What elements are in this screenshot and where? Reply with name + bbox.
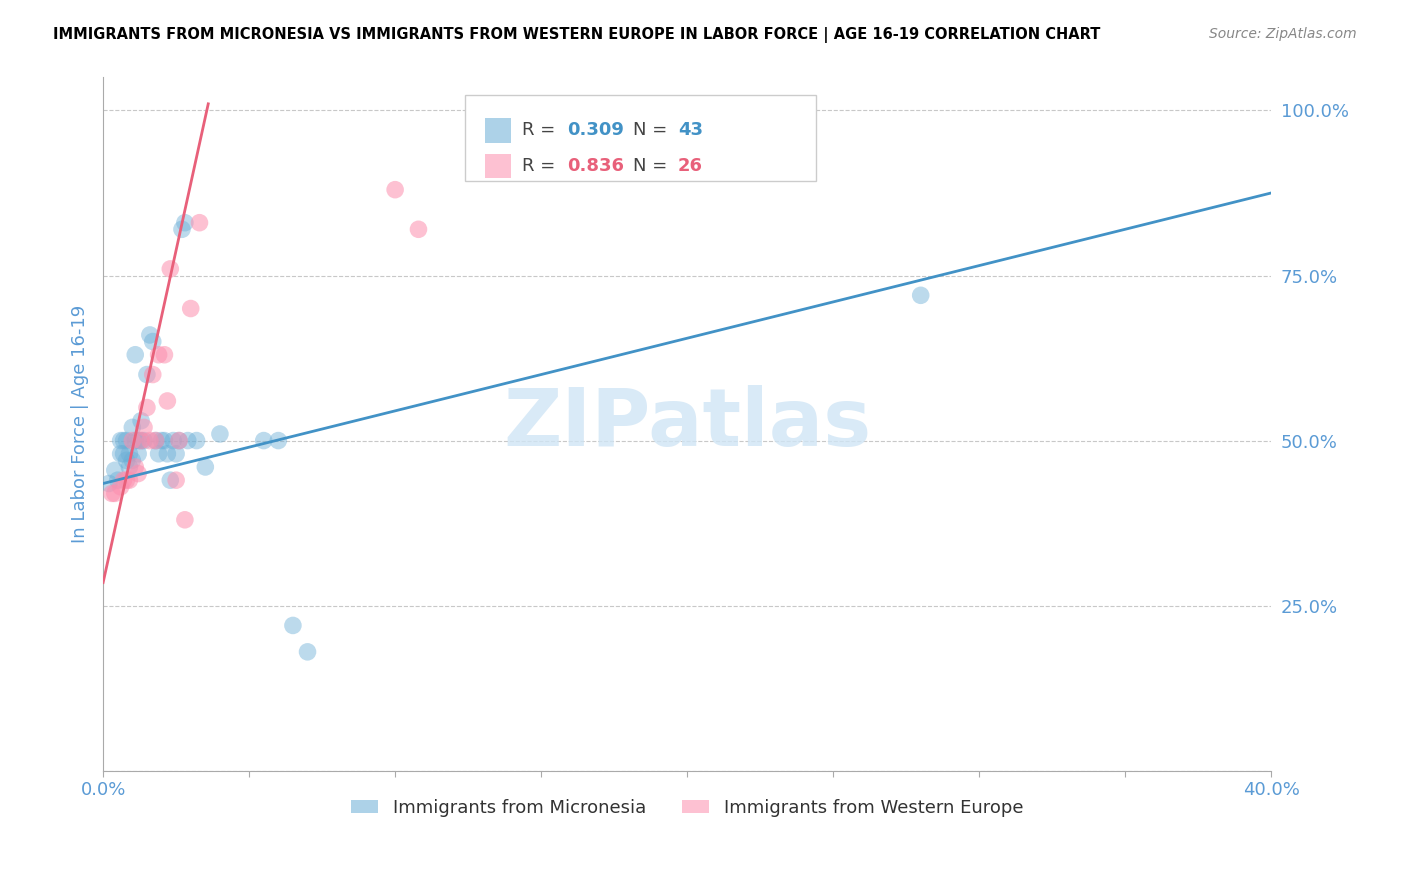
Point: [136, 368, 159, 382]
Point: [177, 434, 200, 448]
Point: [112, 473, 135, 487]
Point: [115, 434, 138, 448]
Point: [115, 453, 138, 467]
Point: [145, 434, 167, 448]
Text: N =: N =: [633, 121, 673, 139]
Point: [180, 301, 202, 316]
Point: [148, 348, 170, 362]
Point: [118, 447, 141, 461]
Point: [110, 447, 132, 461]
Text: IMMIGRANTS FROM MICRONESIA VS IMMIGRANTS FROM WESTERN EUROPE IN LABOR FORCE | AG: IMMIGRANTS FROM MICRONESIA VS IMMIGRANTS…: [53, 27, 1101, 43]
Legend: Immigrants from Micronesia, Immigrants from Western Europe: Immigrants from Micronesia, Immigrants f…: [344, 791, 1031, 824]
Point: [267, 434, 290, 448]
Point: [127, 434, 149, 448]
Point: [129, 434, 152, 448]
Point: [156, 394, 179, 409]
Point: [110, 480, 132, 494]
Point: [186, 434, 208, 448]
Point: [167, 434, 190, 448]
Text: N =: N =: [633, 157, 673, 175]
Point: [167, 434, 190, 448]
Point: [188, 216, 211, 230]
Point: [112, 434, 135, 448]
Text: 0.836: 0.836: [567, 157, 624, 175]
Point: [159, 261, 181, 276]
FancyBboxPatch shape: [485, 118, 510, 143]
Point: [153, 348, 176, 362]
Point: [910, 288, 932, 302]
Point: [129, 434, 152, 448]
Point: [153, 434, 176, 448]
Point: [112, 447, 135, 461]
Point: [98, 476, 121, 491]
Point: [159, 473, 181, 487]
Point: [173, 216, 195, 230]
Text: 26: 26: [678, 157, 703, 175]
Point: [194, 460, 217, 475]
Point: [124, 348, 146, 362]
Point: [139, 327, 162, 342]
Point: [115, 473, 138, 487]
Point: [173, 513, 195, 527]
Text: Source: ZipAtlas.com: Source: ZipAtlas.com: [1209, 27, 1357, 41]
FancyBboxPatch shape: [465, 95, 815, 181]
Point: [124, 460, 146, 475]
Point: [165, 447, 187, 461]
Text: ZIPatlas: ZIPatlas: [503, 385, 872, 463]
Point: [132, 434, 155, 448]
Point: [142, 368, 165, 382]
Point: [121, 420, 143, 434]
Point: [121, 453, 143, 467]
Text: 43: 43: [678, 121, 703, 139]
Point: [132, 420, 155, 434]
Point: [136, 401, 159, 415]
Point: [145, 434, 167, 448]
Point: [124, 434, 146, 448]
Point: [162, 434, 184, 448]
Point: [129, 414, 152, 428]
Point: [148, 447, 170, 461]
Point: [384, 183, 406, 197]
Point: [156, 447, 179, 461]
Point: [104, 486, 127, 500]
Point: [127, 447, 149, 461]
Point: [281, 618, 304, 632]
Point: [170, 222, 193, 236]
Point: [101, 486, 124, 500]
Point: [165, 473, 187, 487]
Text: R =: R =: [523, 121, 561, 139]
Point: [139, 434, 162, 448]
Text: 0.309: 0.309: [567, 121, 624, 139]
Text: R =: R =: [523, 157, 561, 175]
Point: [118, 460, 141, 475]
Point: [127, 467, 149, 481]
Point: [107, 473, 129, 487]
Point: [104, 463, 127, 477]
Point: [208, 427, 231, 442]
Point: [150, 434, 173, 448]
Point: [118, 473, 141, 487]
Point: [142, 334, 165, 349]
Point: [121, 434, 143, 448]
Point: [110, 434, 132, 448]
Point: [253, 434, 276, 448]
Point: [408, 222, 430, 236]
Y-axis label: In Labor Force | Age 16-19: In Labor Force | Age 16-19: [72, 305, 89, 543]
FancyBboxPatch shape: [485, 153, 510, 178]
Point: [297, 645, 319, 659]
